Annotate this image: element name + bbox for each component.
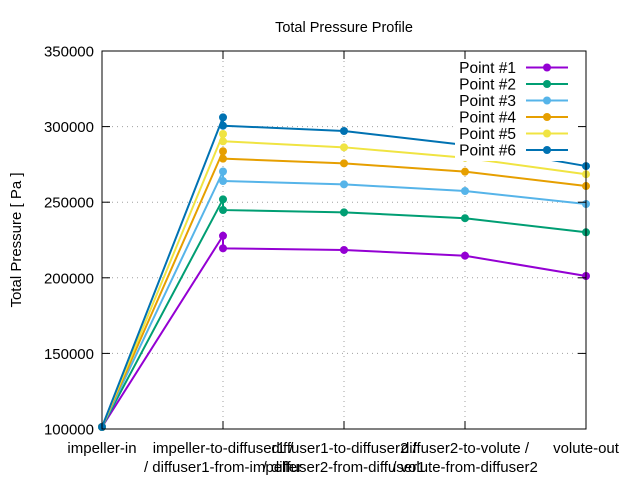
data-point [219, 177, 227, 186]
data-point [219, 167, 227, 176]
x-tick-label: diffuser1-to-diffuser2 / [271, 440, 417, 457]
legend-label: Point #3 [459, 93, 516, 110]
x-tick-label: diffuser2-to-volute / [401, 440, 530, 457]
y-tick-label: 250000 [44, 195, 94, 212]
y-tick-label: 300000 [44, 119, 94, 136]
data-point [219, 231, 227, 240]
x-tick-label: / diffuser1-from-impeller [144, 459, 302, 476]
data-point [219, 147, 227, 156]
data-point [219, 130, 227, 139]
axes: 100000 150000 200000 250000 300000 350000 impe… [44, 44, 620, 477]
data-point [340, 245, 348, 254]
legend-item: Point #3 [459, 93, 568, 110]
data-point [461, 214, 469, 223]
series-1 [98, 231, 590, 431]
series-line [101, 170, 587, 428]
data-point [340, 208, 348, 217]
legend-swatch-marker [543, 129, 551, 138]
series-line [101, 198, 587, 428]
data-point [219, 137, 227, 146]
legend-label: Point #6 [459, 143, 516, 160]
legend-label: Point #2 [459, 77, 516, 94]
legend-item: Point #1 [459, 60, 568, 77]
legend-label: Point #4 [459, 110, 516, 127]
data-point [461, 167, 469, 176]
legend-swatch-marker [543, 146, 551, 154]
data-point [461, 187, 469, 196]
data-point [219, 244, 227, 253]
y-tick-label: 150000 [44, 346, 94, 363]
legend-item: Point #4 [459, 110, 568, 127]
data-point [340, 143, 348, 152]
legend-item: Point #5 [459, 126, 568, 143]
data-point [219, 206, 227, 215]
x-tick-label: volute-out [553, 440, 620, 457]
legend-background [455, 58, 579, 161]
data-point [219, 154, 227, 163]
y-tick-label: 100000 [44, 422, 94, 439]
data-point [461, 251, 469, 260]
data-point [219, 121, 227, 130]
x-tick-label: impeller-to-diffuser1 / [153, 440, 294, 457]
data-point [340, 180, 348, 189]
legend-swatch-marker [543, 96, 551, 105]
x-tick-label: impeller-in [67, 440, 136, 457]
legend-label: Point #1 [459, 60, 516, 77]
y-tick-label: 200000 [44, 270, 94, 287]
legend-swatch-marker [543, 80, 551, 88]
legend-item: Point #6 [459, 143, 568, 160]
data-point [340, 159, 348, 168]
legend-label: Point #5 [459, 126, 516, 143]
data-point [340, 126, 348, 135]
chart-title: Total Pressure Profile [275, 20, 413, 36]
series-line [101, 234, 587, 428]
grid-layer [102, 51, 586, 429]
data-point [219, 113, 227, 122]
x-tick-label: / diffuser2-from-diffuser1 [263, 459, 426, 476]
series-line [101, 150, 587, 428]
legend-swatch-marker [543, 63, 551, 72]
x-tick-label: / volute-from-diffuser2 [392, 459, 538, 476]
y-tick-label: 350000 [44, 44, 94, 61]
legend-swatch-marker [543, 113, 551, 121]
y-axis-label: Total Pressure [ Pa ] [8, 172, 25, 307]
legend-item: Point #2 [459, 77, 568, 94]
data-point [219, 195, 227, 204]
